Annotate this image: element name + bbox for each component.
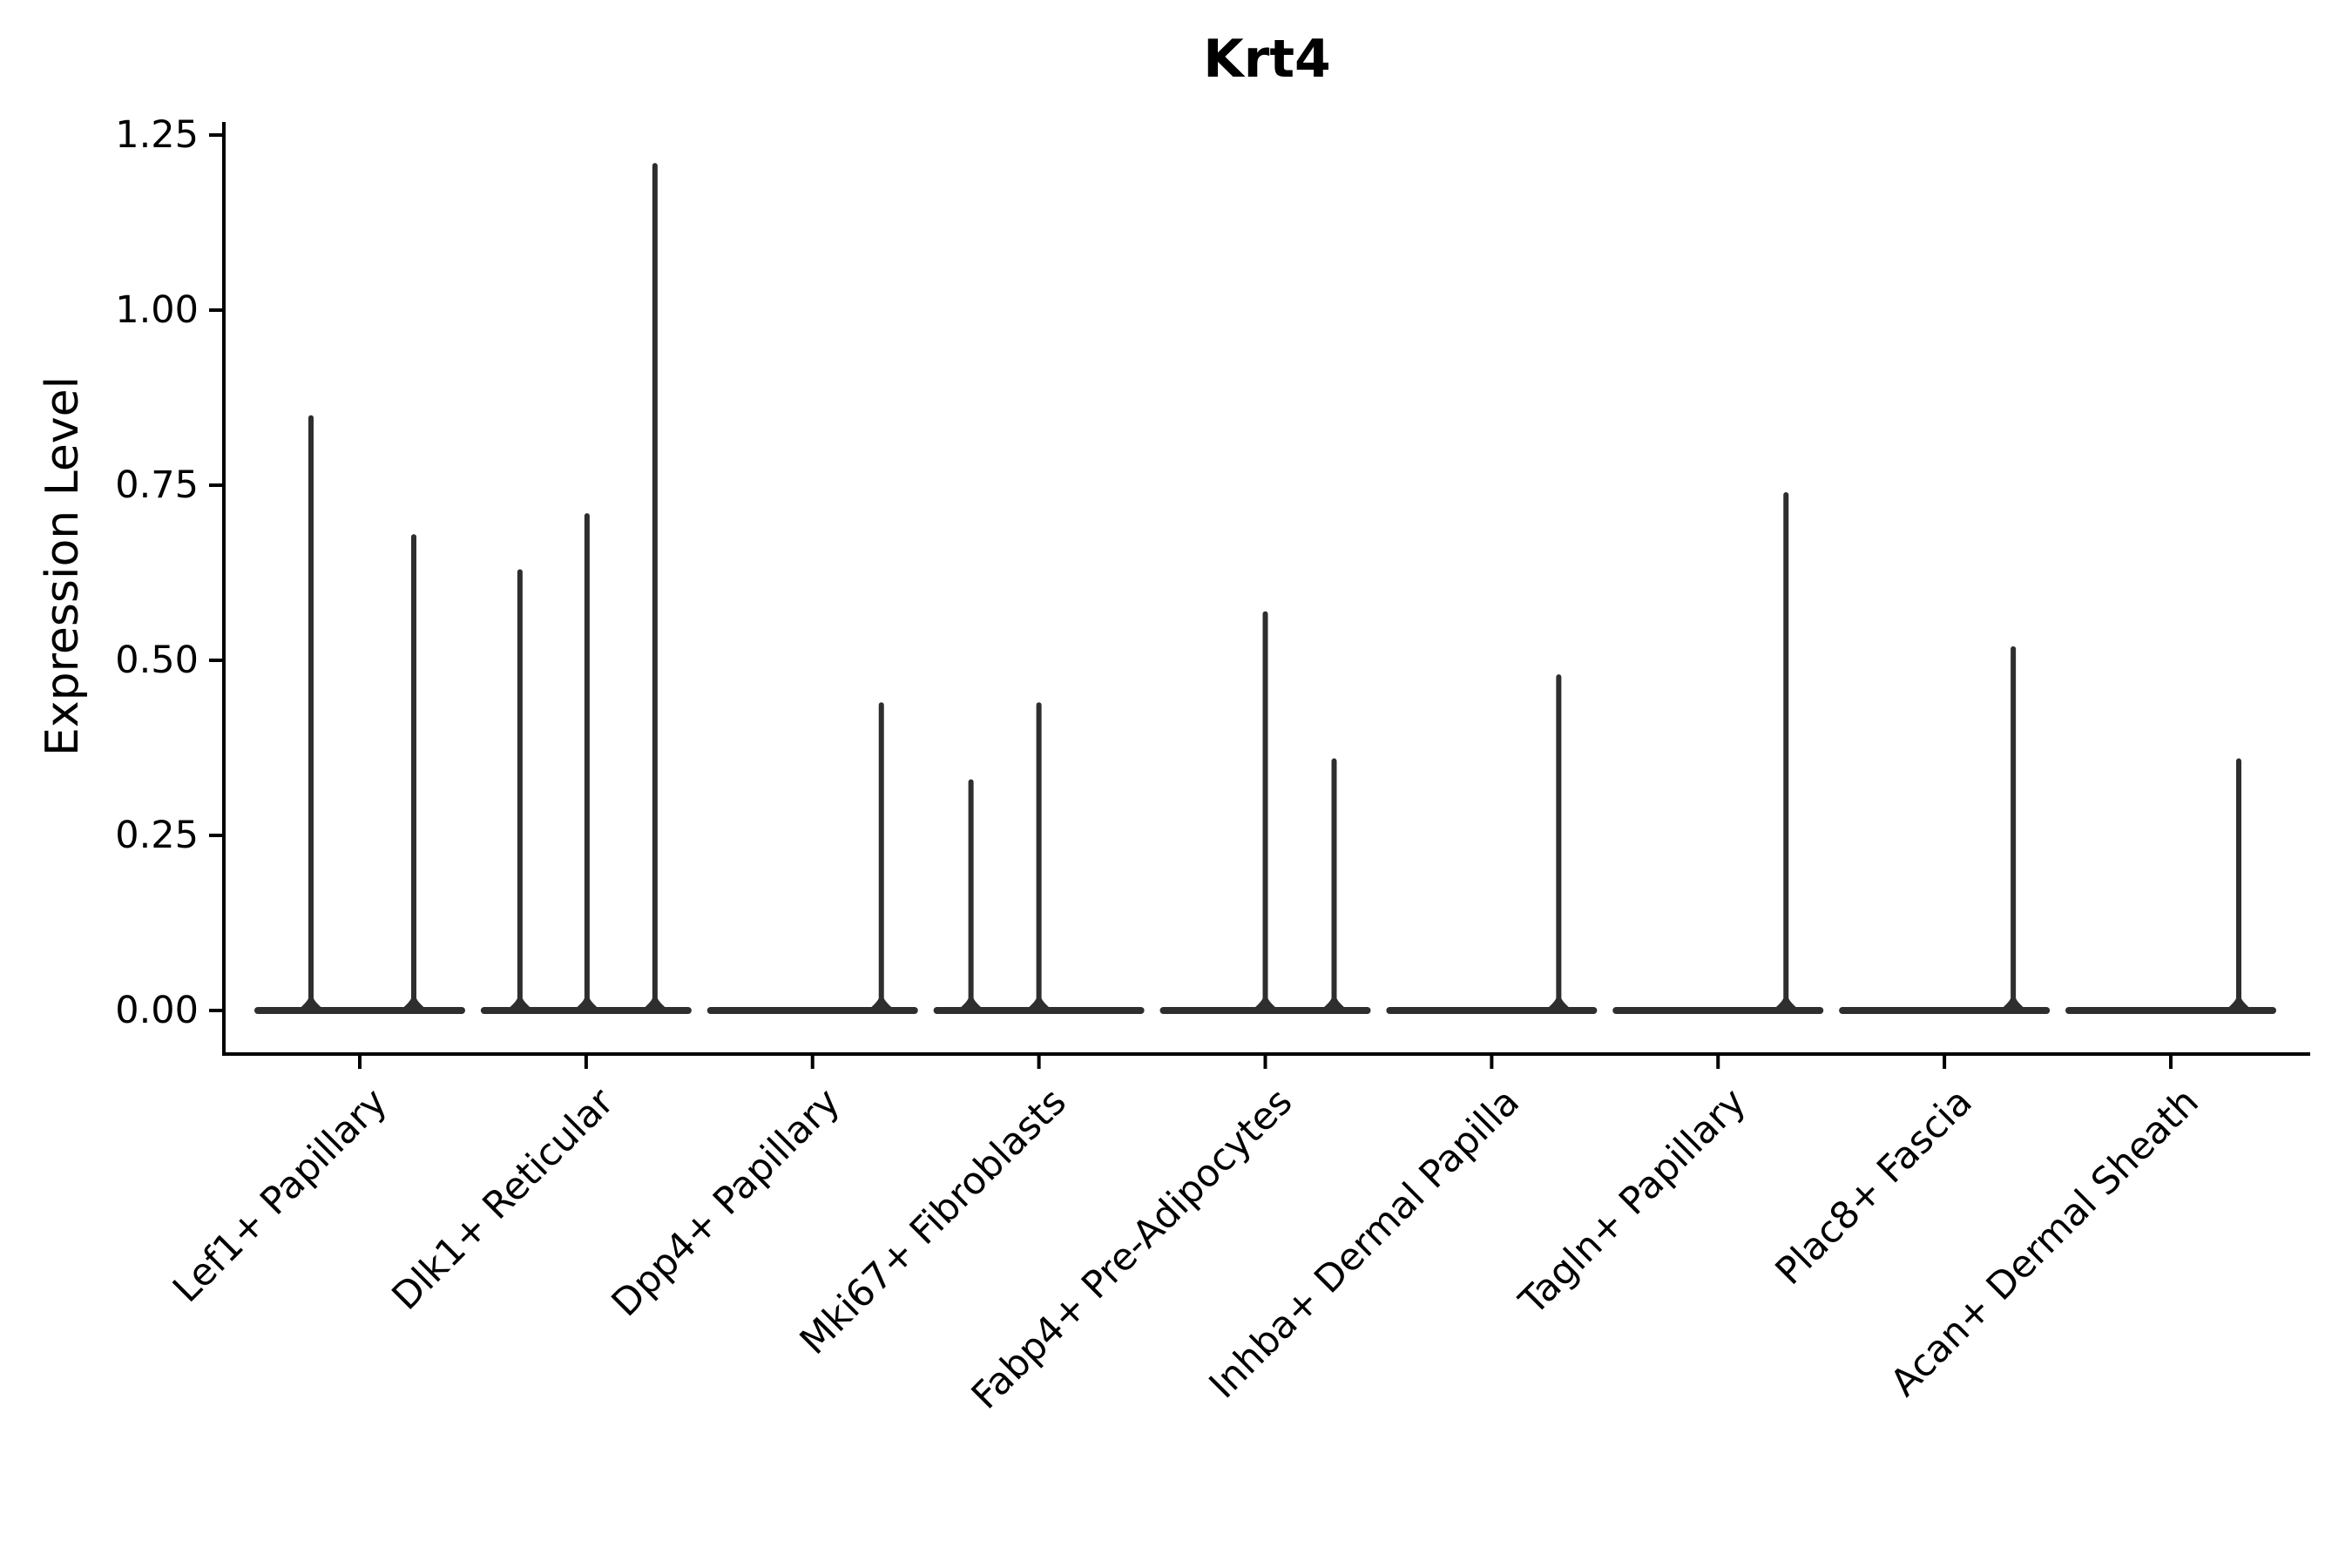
y-tick-label: 0.75	[115, 463, 199, 507]
y-tick-label: 0.50	[115, 639, 199, 682]
y-tick-label: 1.00	[115, 288, 199, 332]
chart-title: Krt4	[1203, 29, 1331, 90]
y-tick-label: 0.25	[115, 814, 199, 857]
y-tick-label: 1.25	[115, 113, 199, 157]
y-tick-label: 0.00	[115, 989, 199, 1032]
